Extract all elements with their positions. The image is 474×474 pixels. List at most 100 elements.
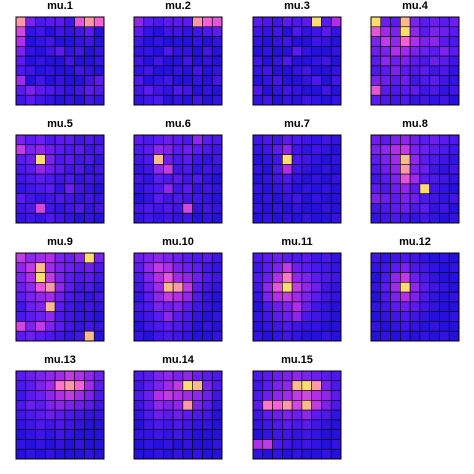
heatmap-cell xyxy=(419,164,430,175)
heatmap-cell xyxy=(262,439,273,450)
heatmap-cell xyxy=(429,46,440,57)
heatmap-cell xyxy=(301,164,312,175)
heatmap-cell xyxy=(282,164,293,175)
heatmap-cell xyxy=(202,272,213,283)
heatmap-cell xyxy=(252,419,264,430)
heatmap-cell xyxy=(93,409,105,421)
heatmap-cell xyxy=(133,272,145,283)
heatmap-grid xyxy=(252,252,342,342)
heatmap-cell xyxy=(192,164,203,175)
heatmap-cell xyxy=(163,26,174,37)
heatmap-cell xyxy=(84,291,95,303)
heatmap-cell xyxy=(153,193,164,204)
heatmap-panel: mu.5 xyxy=(15,118,105,224)
heatmap-cell xyxy=(84,65,95,76)
heatmap-cell xyxy=(202,75,213,86)
heatmap-cell xyxy=(262,193,273,204)
heatmap-cell xyxy=(252,75,264,86)
heatmap-cell xyxy=(143,193,154,204)
heatmap-cell xyxy=(45,75,56,86)
heatmap-cell xyxy=(64,65,75,76)
heatmap-cell xyxy=(172,390,184,401)
heatmap-cell xyxy=(330,193,342,204)
heatmap-cell xyxy=(54,144,66,155)
heatmap-cell xyxy=(390,144,401,155)
heatmap-cell xyxy=(419,311,430,322)
heatmap-cell xyxy=(133,154,145,165)
heatmap-cell xyxy=(35,448,46,460)
heatmap-cell xyxy=(262,65,273,76)
heatmap-cell xyxy=(202,262,213,273)
heatmap-cell xyxy=(15,252,27,264)
heatmap-cell xyxy=(419,252,430,264)
heatmap-cell xyxy=(182,380,193,391)
heatmap-cell xyxy=(84,183,95,194)
heatmap-cell xyxy=(301,380,312,391)
heatmap-cell xyxy=(64,94,75,106)
heatmap-cell xyxy=(93,75,105,86)
heatmap-cell xyxy=(409,164,421,175)
heatmap-cell xyxy=(153,55,164,67)
heatmap-cell xyxy=(182,419,193,430)
heatmap-cell xyxy=(400,26,411,37)
heatmap-cell xyxy=(282,183,293,194)
heatmap-cell xyxy=(202,429,213,440)
panel-title: mu.6 xyxy=(165,118,191,130)
heatmap-cell xyxy=(448,36,460,47)
heatmap-cell xyxy=(163,36,174,47)
heatmap-cell xyxy=(202,144,213,155)
heatmap-cell xyxy=(262,85,273,96)
heatmap-cell xyxy=(311,419,322,430)
heatmap-cell xyxy=(35,262,46,273)
heatmap-cell xyxy=(439,282,450,293)
heatmap-cell xyxy=(54,390,66,401)
heatmap-cell xyxy=(439,164,450,175)
heatmap-cell xyxy=(311,46,322,57)
heatmap-cell xyxy=(45,400,56,411)
heatmap-cell xyxy=(84,439,95,450)
heatmap-cell xyxy=(64,370,75,382)
heatmap-cell xyxy=(45,409,56,421)
heatmap-cell xyxy=(172,16,184,28)
heatmap-cell xyxy=(143,94,154,106)
heatmap-cell xyxy=(330,154,342,165)
heatmap-cell xyxy=(429,75,440,86)
heatmap-cell xyxy=(192,400,203,411)
heatmap-cell xyxy=(163,321,174,332)
heatmap-cell xyxy=(330,429,342,440)
heatmap-cell xyxy=(448,321,460,332)
heatmap-cell xyxy=(45,380,56,391)
heatmap-cell xyxy=(192,46,203,57)
heatmap-cell xyxy=(143,262,154,273)
heatmap-cell xyxy=(252,252,264,264)
heatmap-cell xyxy=(54,321,66,332)
heatmap-cell xyxy=(202,282,213,293)
heatmap-cell xyxy=(390,252,401,264)
heatmap-cell xyxy=(143,252,154,264)
heatmap-cell xyxy=(84,400,95,411)
heatmap-cell xyxy=(84,330,95,342)
panel-border xyxy=(15,16,105,106)
heatmap-cell xyxy=(45,301,56,312)
panel-border xyxy=(15,252,105,342)
heatmap-cell xyxy=(45,272,56,283)
panel-border xyxy=(15,370,105,460)
heatmap-cell xyxy=(172,282,184,293)
heatmap-cell xyxy=(133,55,145,67)
heatmap-grid xyxy=(370,252,460,342)
heatmap-cell xyxy=(74,301,85,312)
heatmap-cell xyxy=(272,183,283,194)
heatmap-cell xyxy=(93,321,105,332)
heatmap-cell xyxy=(153,419,164,430)
heatmap-cell xyxy=(211,203,223,214)
heatmap-cell xyxy=(282,291,293,303)
heatmap-cell xyxy=(45,164,56,175)
heatmap-cell xyxy=(192,321,203,332)
heatmap-cell xyxy=(143,370,154,382)
heatmap-cell xyxy=(400,282,411,293)
heatmap-cell xyxy=(311,65,322,76)
heatmap-cell xyxy=(15,321,27,332)
heatmap-cell xyxy=(282,419,293,430)
heatmap-grid xyxy=(15,16,105,106)
heatmap-cell xyxy=(54,85,66,96)
